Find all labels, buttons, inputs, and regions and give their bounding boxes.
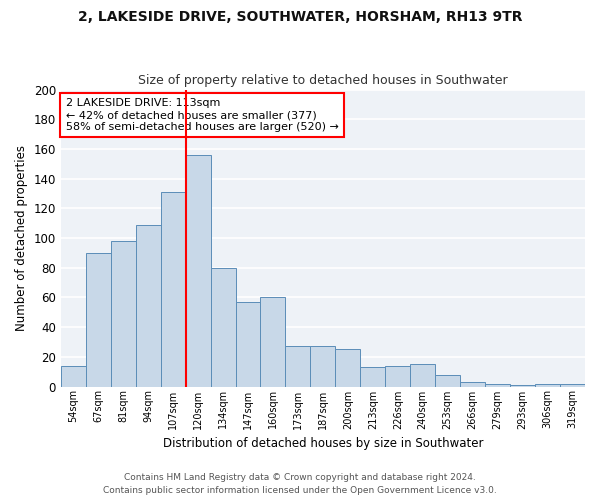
Bar [460,382,485,386]
Bar [61,366,86,386]
Bar [111,241,136,386]
X-axis label: Distribution of detached houses by size in Southwater: Distribution of detached houses by size … [163,437,483,450]
Title: Size of property relative to detached houses in Southwater: Size of property relative to detached ho… [138,74,508,87]
Bar [310,346,335,387]
Bar [335,350,361,387]
Bar [560,384,585,386]
Bar [361,367,385,386]
Text: 2, LAKESIDE DRIVE, SOUTHWATER, HORSHAM, RH13 9TR: 2, LAKESIDE DRIVE, SOUTHWATER, HORSHAM, … [78,10,522,24]
Bar [136,224,161,386]
Bar [161,192,185,386]
Text: 2 LAKESIDE DRIVE: 113sqm
← 42% of detached houses are smaller (377)
58% of semi-: 2 LAKESIDE DRIVE: 113sqm ← 42% of detach… [66,98,339,132]
Bar [535,384,560,386]
Bar [286,346,310,387]
Bar [185,155,211,386]
Bar [385,366,410,386]
Text: Contains HM Land Registry data © Crown copyright and database right 2024.
Contai: Contains HM Land Registry data © Crown c… [103,474,497,495]
Bar [236,302,260,386]
Y-axis label: Number of detached properties: Number of detached properties [15,145,28,331]
Bar [410,364,435,386]
Bar [485,384,510,386]
Bar [86,253,111,386]
Bar [211,268,236,386]
Bar [510,385,535,386]
Bar [435,374,460,386]
Bar [260,298,286,386]
